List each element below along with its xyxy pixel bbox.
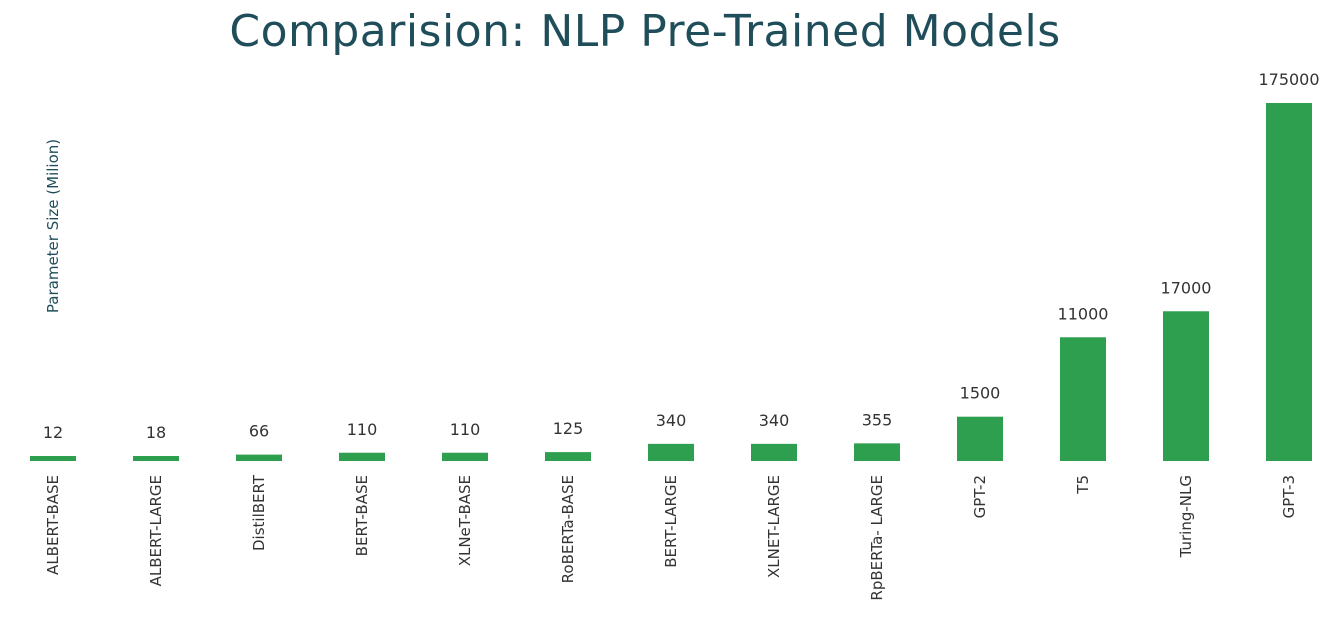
chart-title: Comparision: NLP Pre-Trained Models: [229, 6, 1061, 57]
value-label: 66: [249, 422, 269, 441]
bar-distilbert: [236, 454, 282, 461]
bar-bert-base: [339, 452, 385, 461]
category-label: DistilBERT: [250, 474, 268, 551]
category-label: XLNET-LARGE: [765, 475, 783, 578]
category-label: XLNeT-BASE: [456, 475, 474, 566]
category-label: ALBERT-LARGE: [147, 475, 165, 586]
value-label: 125: [553, 419, 584, 438]
value-label: 17000: [1161, 278, 1212, 297]
value-label: 175000: [1258, 70, 1319, 89]
y-axis-label: Parameter Size (Milion): [44, 139, 62, 313]
bar-albert-base: [30, 456, 76, 461]
category-label: T5: [1074, 475, 1092, 495]
bar-t5: [1060, 337, 1106, 461]
category-label: GPT-3: [1280, 475, 1298, 518]
category-label: Turing-NLG: [1177, 475, 1195, 558]
bar-roberta-base: [545, 452, 591, 461]
value-label: 340: [656, 411, 687, 430]
category-label: RoBERTa-BASE: [559, 475, 577, 583]
bar-rpberta-large: [854, 443, 900, 461]
bar-xlnet-base: [442, 452, 488, 461]
value-label: 355: [862, 410, 893, 429]
value-label: 340: [759, 411, 790, 430]
value-labels-group: 12 18 66 110 110 125 340 340 355 1500 11000 17000 17…: [43, 70, 1320, 442]
category-label: RpBERTa- LARGE: [868, 475, 886, 601]
value-label: 110: [450, 420, 481, 439]
bar-xlnet-large: [751, 443, 797, 461]
bar-bert-large: [648, 443, 694, 461]
category-label: BERT-BASE: [353, 475, 371, 556]
bar-gpt-2: [957, 416, 1003, 461]
bar-albert-large: [133, 455, 179, 461]
value-label: 1500: [960, 384, 1001, 403]
category-label: GPT-2: [971, 475, 989, 518]
bar-turing-nlg: [1163, 311, 1209, 461]
category-label: ALBERT-BASE: [44, 475, 62, 575]
bar-gpt-3: [1266, 103, 1312, 461]
value-label: 110: [347, 420, 378, 439]
bars-group: [30, 103, 1312, 461]
value-label: 12: [43, 423, 63, 442]
value-label: 18: [146, 423, 166, 442]
value-label: 11000: [1058, 304, 1109, 323]
category-labels-group: ALBERT-BASE ALBERT-LARGE DistilBERT BERT-BA…: [44, 474, 1298, 600]
category-label: BERT-LARGE: [662, 475, 680, 568]
